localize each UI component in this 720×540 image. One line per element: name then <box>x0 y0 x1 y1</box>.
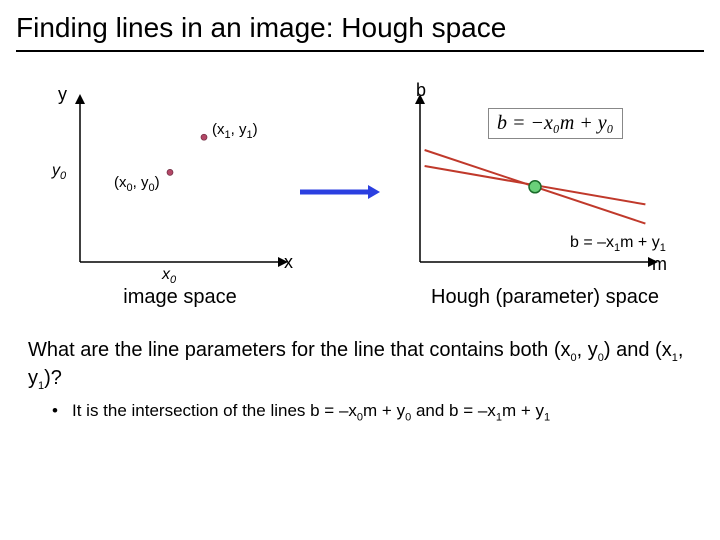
image-space-point-0-label: (x0, y0) <box>114 174 160 194</box>
answer-bullet: It is the intersection of the lines b = … <box>0 394 720 425</box>
hough-space-caption: Hough (parameter) space <box>390 286 700 309</box>
slide-title: Finding lines in an image: Hough space <box>0 0 720 50</box>
hough-line-equation: b = –x1m + y1 <box>570 234 666 254</box>
image-space-y-axis-label: y <box>58 84 67 105</box>
question-text: What are the line parameters for the lin… <box>0 338 720 394</box>
hough-equation-box: b = −x₀m + y₀ <box>488 108 623 139</box>
diagram-area: y x x0 y0 (x0, y0) (x1, y1) image space … <box>0 52 720 332</box>
image-space-x-axis-label: x <box>284 252 293 273</box>
image-space-caption: image space <box>90 286 270 309</box>
image-space-point-1-label: (x1, y1) <box>212 121 258 141</box>
hough-space-x-axis-label: m <box>652 254 667 275</box>
hough-space-y-axis-label: b <box>416 80 426 101</box>
image-space-x-tick-label: x0 <box>162 266 176 286</box>
image-space-y-tick-label: y0 <box>52 162 66 182</box>
